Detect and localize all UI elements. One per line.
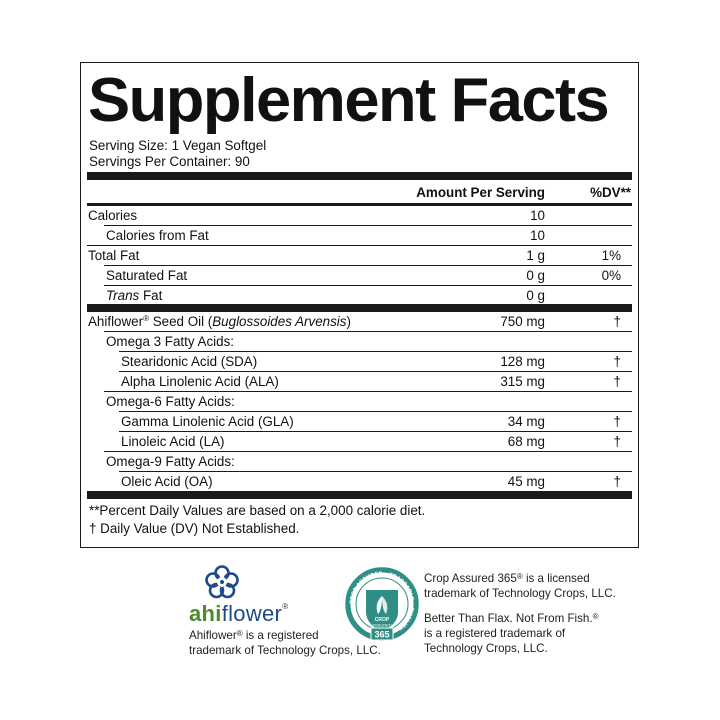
row-divider [119,471,632,472]
nutrient-dv: † [613,354,621,369]
nutrient-label: Calories [88,208,138,223]
nutrient-label: Omega-9 Fatty Acids: [106,454,235,469]
thick-divider-bottom [87,491,632,499]
serving-size: Serving Size: 1 Vegan Softgel [89,138,267,153]
ahiflower-wordmark: ahiflower® [189,601,289,626]
table-row: Calories from Fat 10 [81,226,638,246]
header-amount: Amount Per Serving [416,185,545,200]
ahiflower-note-line2: trademark of Technology Crops, LLC. [189,644,381,657]
svg-text:365: 365 [374,630,389,640]
oil-label: Ahiflower® Seed Oil (Buglossoides Arvens… [88,314,351,329]
servings-per-container: Servings Per Container: 90 [89,154,250,169]
nutrient-label: Trans Fat [106,288,163,303]
table-row: Omega 3 Fatty Acids: [81,332,638,352]
nutrient-dv: 1% [601,248,621,263]
svg-text:CROP ASSURED · TRACEABLE · QUA: CROP ASSURED · TRACEABLE · QUALITY [349,571,415,631]
nutrient-amount: 68 mg [507,434,545,449]
nutrient-amount: 128 mg [500,354,545,369]
table-row: Linoleic Acid (LA) 68 mg † [81,432,638,452]
row-divider [104,451,632,452]
nutrient-label: Linoleic Acid (LA) [121,434,225,449]
row-divider [104,265,632,266]
panel-title: Supplement Facts [88,66,610,135]
thick-divider-top [87,172,632,180]
table-row: Omega-6 Fatty Acids: [81,392,638,412]
nutrient-amount: 45 mg [507,474,545,489]
row-divider [119,371,632,372]
table-row: Omega-9 Fatty Acids: [81,452,638,472]
nutrient-label: Omega-6 Fatty Acids: [106,394,235,409]
nutrient-amount: 0 g [526,268,545,283]
svg-text:CROP: CROP [375,617,390,623]
oil-dv: † [613,314,621,329]
nutrient-label: Total Fat [88,248,140,263]
footnote-dagger: † Daily Value (DV) Not Established. [89,521,300,536]
row-divider [104,285,632,286]
row-divider [104,331,632,332]
nutrient-amount: 10 [530,208,545,223]
table-row: Alpha Linolenic Acid (ALA) 315 mg † [81,372,638,392]
nutrient-label: Omega 3 Fatty Acids: [106,334,235,349]
btf-note-line1: Better Than Flax. Not From Fish.® [424,612,599,625]
ahiflower-flower-icon [205,565,239,599]
btf-note-line3: Technology Crops, LLC. [424,642,548,655]
table-row: Stearidonic Acid (SDA) 128 mg † [81,352,638,372]
table-row: Saturated Fat 0 g 0% [81,266,638,286]
supplement-facts-panel: Supplement Facts Serving Size: 1 Vegan S… [80,62,639,548]
row-divider [104,391,632,392]
oil-amount: 750 mg [500,314,545,329]
nutrient-label: Alpha Linolenic Acid (ALA) [121,374,279,389]
table-row: Total Fat 1 g 1% [81,246,638,266]
nutrient-dv: † [613,474,621,489]
nutrient-label: Gamma Linolenic Acid (GLA) [121,414,294,429]
nutrient-label: Stearidonic Acid (SDA) [121,354,258,369]
ahiflower-note-line1: Ahiflower® is a registered [189,629,319,642]
row-divider [104,225,632,226]
crop-assured-badge-icon: CROP ASSURED · TRACEABLE · QUALITY CROP … [345,567,419,641]
nutrient-amount: 10 [530,228,545,243]
nutrient-label: Oleic Acid (OA) [121,474,213,489]
crop-note-line2: trademark of Technology Crops, LLC. [424,587,616,600]
row-divider [119,431,632,432]
nutrient-label: Saturated Fat [106,268,188,283]
nutrient-amount: 34 mg [507,414,545,429]
nutrient-dv: 0% [601,268,621,283]
footnote-percent-dv: **Percent Daily Values are based on a 2,… [89,503,426,518]
svg-text:ASSURED: ASSURED [372,623,391,628]
table-row: Trans Fat 0 g [81,286,638,306]
crop-note-line1: Crop Assured 365® is a licensed [424,572,590,585]
table-row-ahiflower-oil: Ahiflower® Seed Oil (Buglossoides Arvens… [81,312,638,332]
btf-note-line2: is a registered trademark of [424,627,566,640]
nutrient-dv: † [613,374,621,389]
header-dv: %DV** [590,185,631,200]
table-row: Calories 10 [81,206,638,226]
header-divider [87,203,632,206]
row-divider [119,411,632,412]
nutrient-amount: 1 g [526,248,545,263]
table-row: Gamma Linolenic Acid (GLA) 34 mg † [81,412,638,432]
row-divider [87,245,632,246]
nutrient-amount: 0 g [526,288,545,303]
nutrient-dv: † [613,414,621,429]
nutrient-dv: † [613,434,621,449]
thick-divider-middle [87,304,632,312]
nutrient-label: Calories from Fat [106,228,209,243]
nutrient-amount: 315 mg [500,374,545,389]
table-row: Oleic Acid (OA) 45 mg † [81,472,638,492]
row-divider [119,351,632,352]
